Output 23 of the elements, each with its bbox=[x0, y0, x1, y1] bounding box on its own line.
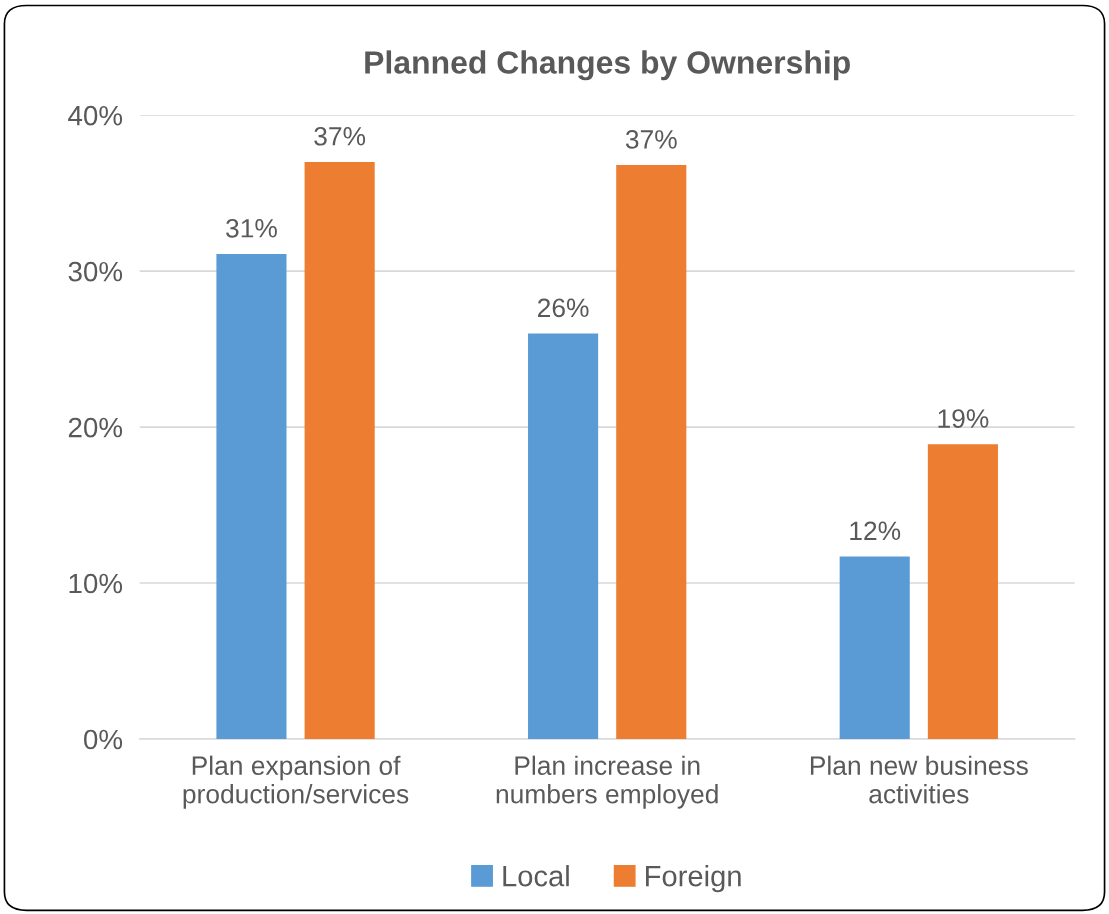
y-tick-label: 30% bbox=[68, 261, 123, 282]
data-label: 12% bbox=[850, 521, 901, 541]
bar bbox=[216, 253, 287, 739]
bar bbox=[927, 444, 998, 739]
data-label: 37% bbox=[314, 126, 366, 146]
data-label: 37% bbox=[625, 130, 677, 149]
y-tick-label: 0% bbox=[84, 729, 123, 750]
bar bbox=[839, 556, 910, 739]
data-label: 19% bbox=[938, 409, 989, 428]
x-tick-label: Plan increase in numbers employed bbox=[496, 755, 718, 809]
data-label: 31% bbox=[226, 218, 277, 238]
bar bbox=[304, 161, 375, 739]
y-tick-label: 40% bbox=[68, 105, 123, 126]
x-tick-label: Plan expansion of production/services bbox=[183, 755, 409, 809]
data-label: 26% bbox=[538, 298, 589, 318]
bar bbox=[528, 333, 599, 739]
y-tick-label: 20% bbox=[68, 417, 123, 438]
x-tick-label: Plan new business activities bbox=[810, 755, 1028, 804]
chart-title: Planned Changes by Ownership bbox=[365, 50, 850, 81]
legend-label: Local bbox=[503, 865, 569, 887]
y-tick-label: 10% bbox=[69, 573, 123, 594]
legend-label: Foreign bbox=[646, 865, 741, 893]
bar bbox=[616, 165, 687, 739]
